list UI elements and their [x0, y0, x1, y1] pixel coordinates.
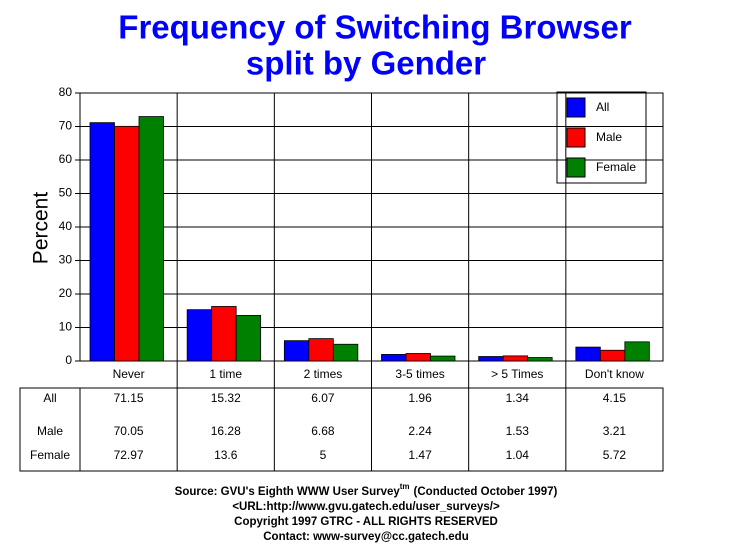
data-table	[19, 387, 664, 472]
table-cell: 16.28	[211, 424, 241, 438]
y-tick-label: 20	[59, 286, 73, 300]
bar	[308, 338, 334, 362]
bar	[527, 357, 553, 362]
legend-label: All	[596, 100, 609, 114]
copyright-note: Copyright 1997 GTRC - ALL RIGHTS RESERVE…	[234, 516, 498, 528]
x-tick-label: Never	[113, 367, 145, 381]
bar	[186, 309, 213, 362]
x-tick-label: 3-5 times	[395, 367, 444, 381]
y-tick-label: 10	[59, 320, 73, 334]
legend-label: Male	[596, 130, 622, 144]
table-cell: 15.32	[211, 391, 241, 405]
table-cell: 1.47	[408, 448, 432, 462]
legend-swatch	[566, 127, 586, 148]
bar	[624, 341, 650, 362]
table-row-label: All	[43, 391, 56, 405]
legend	[556, 91, 647, 184]
bar	[405, 353, 431, 362]
source-date: (Conducted October 1997)	[414, 486, 558, 498]
table-cell: 2.24	[408, 424, 432, 438]
table-cell: 5	[320, 448, 327, 462]
table-cell: 70.05	[114, 424, 144, 438]
bar	[235, 315, 262, 362]
y-tick-label: 0	[65, 353, 72, 367]
bar	[478, 356, 504, 362]
table-cell: 1.34	[506, 391, 530, 405]
x-tick-label: 2 times	[304, 367, 343, 381]
y-tick-label: 30	[59, 253, 73, 267]
chart-title: split by Gender	[246, 45, 486, 82]
trademark: tm	[400, 482, 410, 491]
bar	[138, 116, 164, 362]
source-note: Source: GVU's Eighth WWW User Surveytm (C…	[175, 482, 558, 498]
bar	[381, 354, 407, 362]
bar	[283, 340, 310, 362]
y-tick-label: 60	[59, 152, 73, 166]
bar	[575, 346, 601, 362]
bar	[89, 122, 115, 362]
table-row-label: Male	[37, 424, 63, 438]
bar	[211, 306, 237, 362]
bar	[502, 355, 529, 362]
bar	[332, 343, 359, 362]
table-cell: 6.07	[311, 391, 335, 405]
y-axis-label: Percent	[30, 192, 53, 265]
contact-note: Contact: www-survey@cc.gatech.edu	[263, 531, 468, 543]
table-cell: 71.15	[114, 391, 144, 405]
legend-swatch	[566, 97, 586, 118]
x-tick-label: > 5 Times	[491, 367, 543, 381]
bar	[430, 355, 456, 362]
table-row-label: Female	[30, 448, 70, 462]
source: Source: GVU's Eighth WWW User Survey	[175, 486, 401, 498]
table-cell: 72.97	[114, 448, 144, 462]
table-cell: 1.53	[506, 424, 530, 438]
y-tick-label: 70	[59, 119, 73, 133]
y-tick-label: 40	[59, 219, 73, 233]
x-tick-label: Don't know	[585, 367, 644, 381]
table-cell: 6.68	[311, 424, 335, 438]
bar	[599, 349, 626, 362]
x-tick-label: 1 time	[209, 367, 242, 381]
chart-title: Frequency of Switching Browser	[118, 9, 632, 46]
y-tick-label: 80	[59, 85, 73, 99]
table-cell: 3.21	[603, 424, 627, 438]
table-cell: 1.04	[506, 448, 530, 462]
bar	[114, 125, 140, 362]
y-tick-label: 50	[59, 186, 73, 200]
url-note: <URL:http://www.gvu.gatech.edu/user_surv…	[232, 501, 500, 513]
legend-swatch	[566, 157, 586, 178]
table-cell: 13.6	[214, 448, 238, 462]
legend-label: Female	[596, 160, 636, 174]
table-cell: 4.15	[603, 391, 627, 405]
table-cell: 5.72	[603, 448, 627, 462]
table-cell: 1.96	[408, 391, 432, 405]
